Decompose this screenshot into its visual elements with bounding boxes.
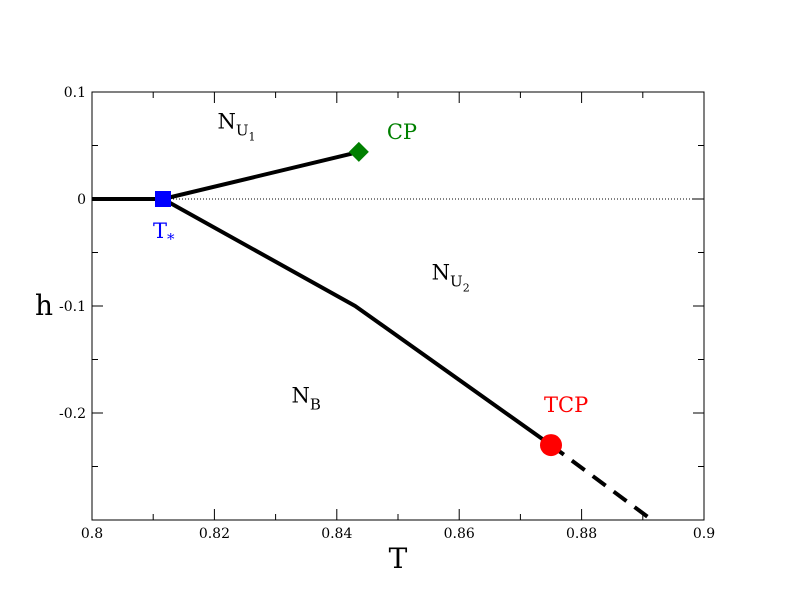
x-tick-label: 0.84 xyxy=(321,526,352,542)
special-points: T* CP TCP xyxy=(153,120,588,457)
phase-boundary-line xyxy=(162,149,360,201)
tstar-point xyxy=(154,191,171,207)
tick-labels: 0.8 0.82 0.84 0.86 0.88 0.9 -0.2 -0.1 0 0.1 xyxy=(59,85,715,542)
cp-point xyxy=(348,141,369,162)
x-tick-label: 0.9 xyxy=(693,526,715,542)
x-tick-label: 0.82 xyxy=(199,526,230,542)
x-tick-label: 0.86 xyxy=(444,526,475,542)
phase-label: NU2 xyxy=(432,260,470,294)
phase-label: NU1 xyxy=(217,109,255,143)
phase-boundary-lines xyxy=(92,149,654,522)
x-axis-label: T xyxy=(389,542,408,575)
y-tick-label: 0 xyxy=(77,192,86,208)
tcp-point xyxy=(540,434,562,457)
minor-ticks xyxy=(92,92,704,520)
y-tick-label: -0.1 xyxy=(59,299,86,315)
plot-frame xyxy=(91,91,705,521)
cp-label: CP xyxy=(387,120,417,144)
y-axis-label: h xyxy=(35,289,53,322)
tcp-label: TCP xyxy=(544,393,588,417)
major-ticks xyxy=(91,91,705,520)
dashed-boundary-line xyxy=(549,443,654,522)
x-tick-label: 0.88 xyxy=(566,526,597,542)
phase-boundary-line xyxy=(162,197,553,447)
tstar-label: T* xyxy=(153,219,175,248)
x-tick-label: 0.8 xyxy=(81,526,103,542)
phase-label: NB xyxy=(292,383,321,413)
y-tick-label: 0.1 xyxy=(64,85,86,101)
y-tick-label: -0.2 xyxy=(59,406,86,422)
